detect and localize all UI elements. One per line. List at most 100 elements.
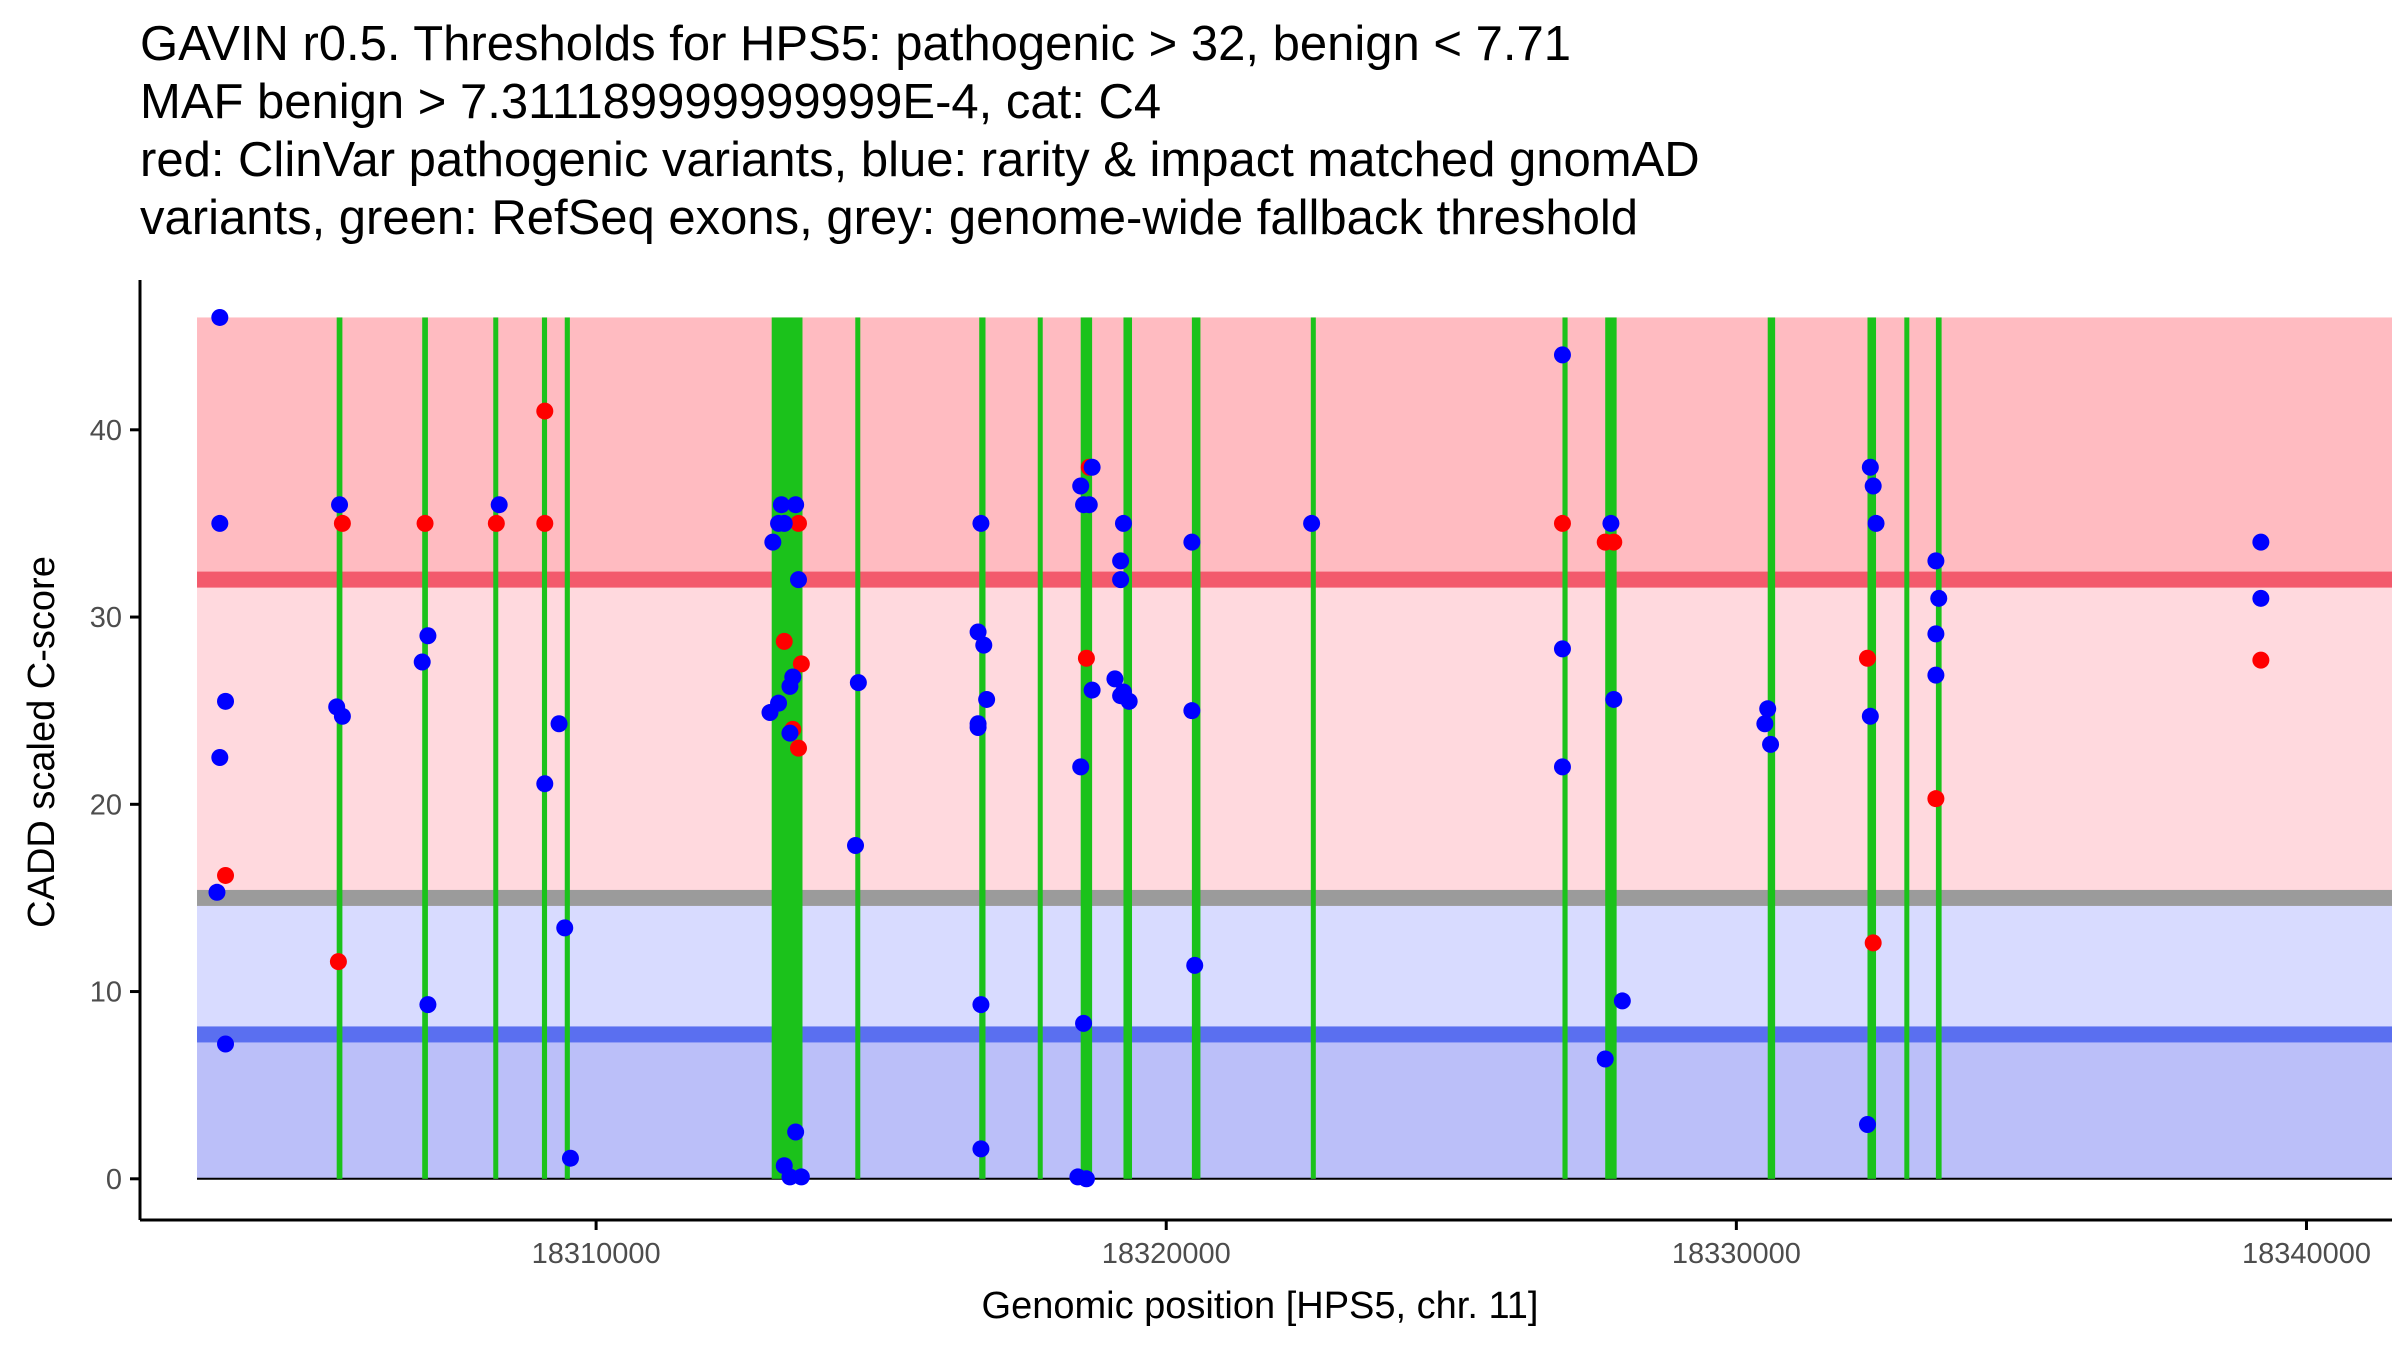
gnomad-point [1080, 496, 1098, 514]
gnomad-point [1858, 1116, 1876, 1134]
gnomad-point [775, 514, 793, 532]
exon-bar [1310, 317, 1316, 1179]
gnomad-point [217, 1035, 235, 1053]
pathogenic-point [792, 655, 810, 673]
gnomad-point [1183, 702, 1201, 720]
gnomad-point [792, 1168, 810, 1186]
gnomad-point [2252, 533, 2270, 551]
exon-bar [1904, 317, 1910, 1179]
gnomad-point [972, 996, 990, 1014]
gnomad-point [849, 674, 867, 692]
zone-mid-benign [197, 897, 2392, 1035]
fallback-threshold-line [197, 889, 2392, 906]
gnomad-point [847, 836, 865, 854]
gnomad-point [217, 692, 235, 710]
pathogenic-point [1864, 934, 1882, 952]
gnomad-point [1759, 700, 1777, 718]
gnomad-point [1186, 956, 1204, 974]
pathogenic-point [1927, 790, 1945, 808]
gnomad-point [978, 690, 996, 708]
gnomad-point [1183, 533, 1201, 551]
benign-threshold-line [197, 1026, 2392, 1043]
pathogenic-point [329, 953, 347, 971]
gnomad-point [1927, 625, 1945, 643]
gnomad-point [490, 496, 508, 514]
x-tick-label: 18330000 [1672, 1238, 1801, 1270]
x-tick-label: 18340000 [2242, 1238, 2371, 1270]
gnomad-point [208, 883, 226, 901]
title-line-4: variants, green: RefSeq exons, grey: gen… [140, 191, 1638, 245]
pathogenic-point [487, 514, 505, 532]
y-tick-label: 10 [90, 977, 122, 1009]
pathogenic-point [416, 514, 434, 532]
gnomad-point [975, 636, 993, 654]
zone-benign [197, 1034, 2392, 1179]
exon-bar [336, 317, 343, 1179]
gnomad-point [1120, 692, 1138, 710]
x-tick-label: 18310000 [532, 1238, 661, 1270]
exon-bar [1562, 317, 1568, 1179]
gnomad-point [1553, 640, 1571, 658]
gnomad-point [550, 715, 568, 733]
threshold-zones [197, 317, 2392, 1180]
x-axis-ticks: 18310000 18320000 18330000 18340000 [532, 1220, 2371, 1270]
gnomad-point [1867, 514, 1885, 532]
gnomad-point [772, 496, 790, 514]
zone-pathogenic [197, 317, 2392, 580]
gnomad-point [1864, 477, 1882, 495]
exon-bar [1037, 317, 1043, 1179]
exon-bar [1605, 317, 1617, 1179]
exon-bar [541, 317, 548, 1179]
gnomad-point [333, 707, 351, 725]
gnomad-point [1072, 758, 1090, 776]
exon-bar [1935, 317, 1942, 1179]
gnomad-point [1927, 666, 1945, 684]
pathogenic-point [775, 632, 793, 650]
exon-bar [855, 317, 861, 1179]
gnomad-matched-points [208, 308, 2270, 1188]
pathogenic-point [2252, 651, 2270, 669]
y-tick-label: 30 [90, 602, 122, 634]
gnomad-point [1605, 690, 1623, 708]
y-tick-label: 20 [90, 789, 122, 821]
gnomad-point [969, 623, 987, 641]
gnomad-point [1077, 1170, 1095, 1188]
pathogenic-point [1858, 649, 1876, 667]
gnomad-point [556, 919, 574, 937]
exon-bar [564, 317, 570, 1179]
y-tick-label: 0 [106, 1164, 122, 1196]
gnomad-point [969, 719, 987, 737]
title-line-1: GAVIN r0.5. Thresholds for HPS5: pathoge… [140, 17, 1571, 71]
gnomad-point [789, 571, 807, 589]
gnomad-point [413, 653, 431, 671]
gnomad-point [972, 514, 990, 532]
gnomad-point [1602, 514, 1620, 532]
gnomad-point [1303, 514, 1321, 532]
pathogenic-point [217, 866, 235, 884]
gnomad-point [1075, 1014, 1093, 1032]
x-tick-label: 18320000 [1102, 1238, 1231, 1270]
gnomad-point [1930, 589, 1948, 607]
gnomad-point [787, 1123, 805, 1141]
exon-bar [1191, 317, 1201, 1179]
exon-bar [422, 317, 428, 1179]
zone-mid-pathogenic [197, 579, 2392, 898]
gnomad-point [331, 496, 349, 514]
gnomad-point [419, 996, 437, 1014]
y-axis-title: CADD scaled C-score [21, 556, 63, 928]
title-line-2: MAF benign > 7.311189999999999E-4, cat: … [140, 75, 1161, 129]
gnomad-point [1861, 707, 1879, 725]
axes: 18310000 18320000 18330000 18340000 0 10 20 30… [90, 280, 2392, 1270]
x-axis-title: Genomic position [HPS5, chr. 11] [982, 1285, 1539, 1327]
gnomad-point [211, 308, 229, 326]
gnomad-point [1083, 458, 1101, 476]
gnomad-point [561, 1149, 579, 1167]
gnomad-point [211, 748, 229, 766]
gnomad-point [784, 668, 802, 686]
pathogenic-point [789, 739, 807, 757]
gnomad-point [972, 1140, 990, 1158]
chart-title: GAVIN r0.5. Thresholds for HPS5: pathoge… [140, 17, 1700, 245]
exon-bar [493, 317, 499, 1179]
gnomad-point [764, 533, 782, 551]
